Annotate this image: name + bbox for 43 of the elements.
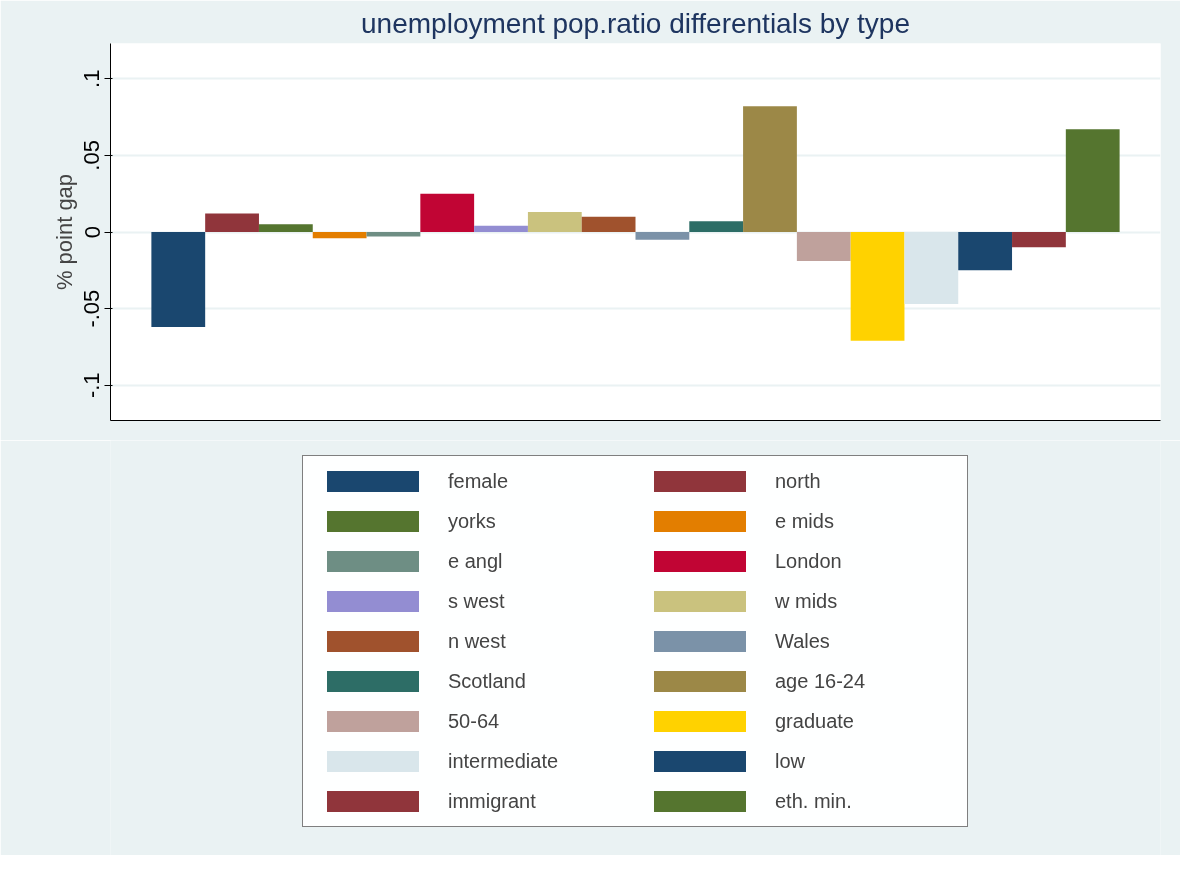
bar <box>474 225 528 232</box>
bar <box>527 212 582 232</box>
legend-label: intermediate <box>448 748 560 774</box>
y-tick-label: 0 <box>79 225 105 239</box>
legend-label: female <box>448 468 510 494</box>
bar <box>581 216 636 232</box>
legend-label: eth. min. <box>775 788 853 814</box>
y-axis-title: % point gap <box>51 173 77 291</box>
bar <box>258 224 313 232</box>
bar <box>958 232 1013 271</box>
legend-label: north <box>775 468 822 494</box>
bar <box>904 232 959 305</box>
legend-label: graduate <box>775 708 855 734</box>
bar <box>151 232 206 328</box>
legend-label: n west <box>448 628 507 654</box>
bar <box>420 193 475 232</box>
bar <box>689 221 744 232</box>
legend-label: e mids <box>775 508 835 534</box>
legend-label: e angl <box>448 548 504 574</box>
y-tick-label: .05 <box>79 140 105 171</box>
legend-label: low <box>775 748 806 774</box>
bar <box>205 213 259 232</box>
legend-label: 50-64 <box>448 708 501 734</box>
bar <box>850 232 905 341</box>
legend-label: s west <box>448 588 506 614</box>
y-tick-label: -.05 <box>79 289 105 328</box>
legend-label: yorks <box>448 508 497 534</box>
bar <box>743 106 797 232</box>
bar <box>1065 129 1120 232</box>
bar <box>635 232 690 240</box>
bar <box>312 232 367 239</box>
legend-label: immigrant <box>448 788 537 814</box>
y-tick-label: -.1 <box>79 372 105 399</box>
legend-label: w mids <box>775 588 839 614</box>
legend-label: London <box>775 548 843 574</box>
bar <box>366 232 421 237</box>
legend-label: age 16-24 <box>775 668 867 694</box>
legend-label: Scotland <box>448 668 527 694</box>
chart-title: unemployment pop.ratio differentials by type <box>361 7 910 39</box>
bar <box>1012 232 1066 248</box>
y-tick-label: .1 <box>79 69 105 88</box>
bar <box>796 232 851 262</box>
legend-label: Wales <box>775 628 831 654</box>
